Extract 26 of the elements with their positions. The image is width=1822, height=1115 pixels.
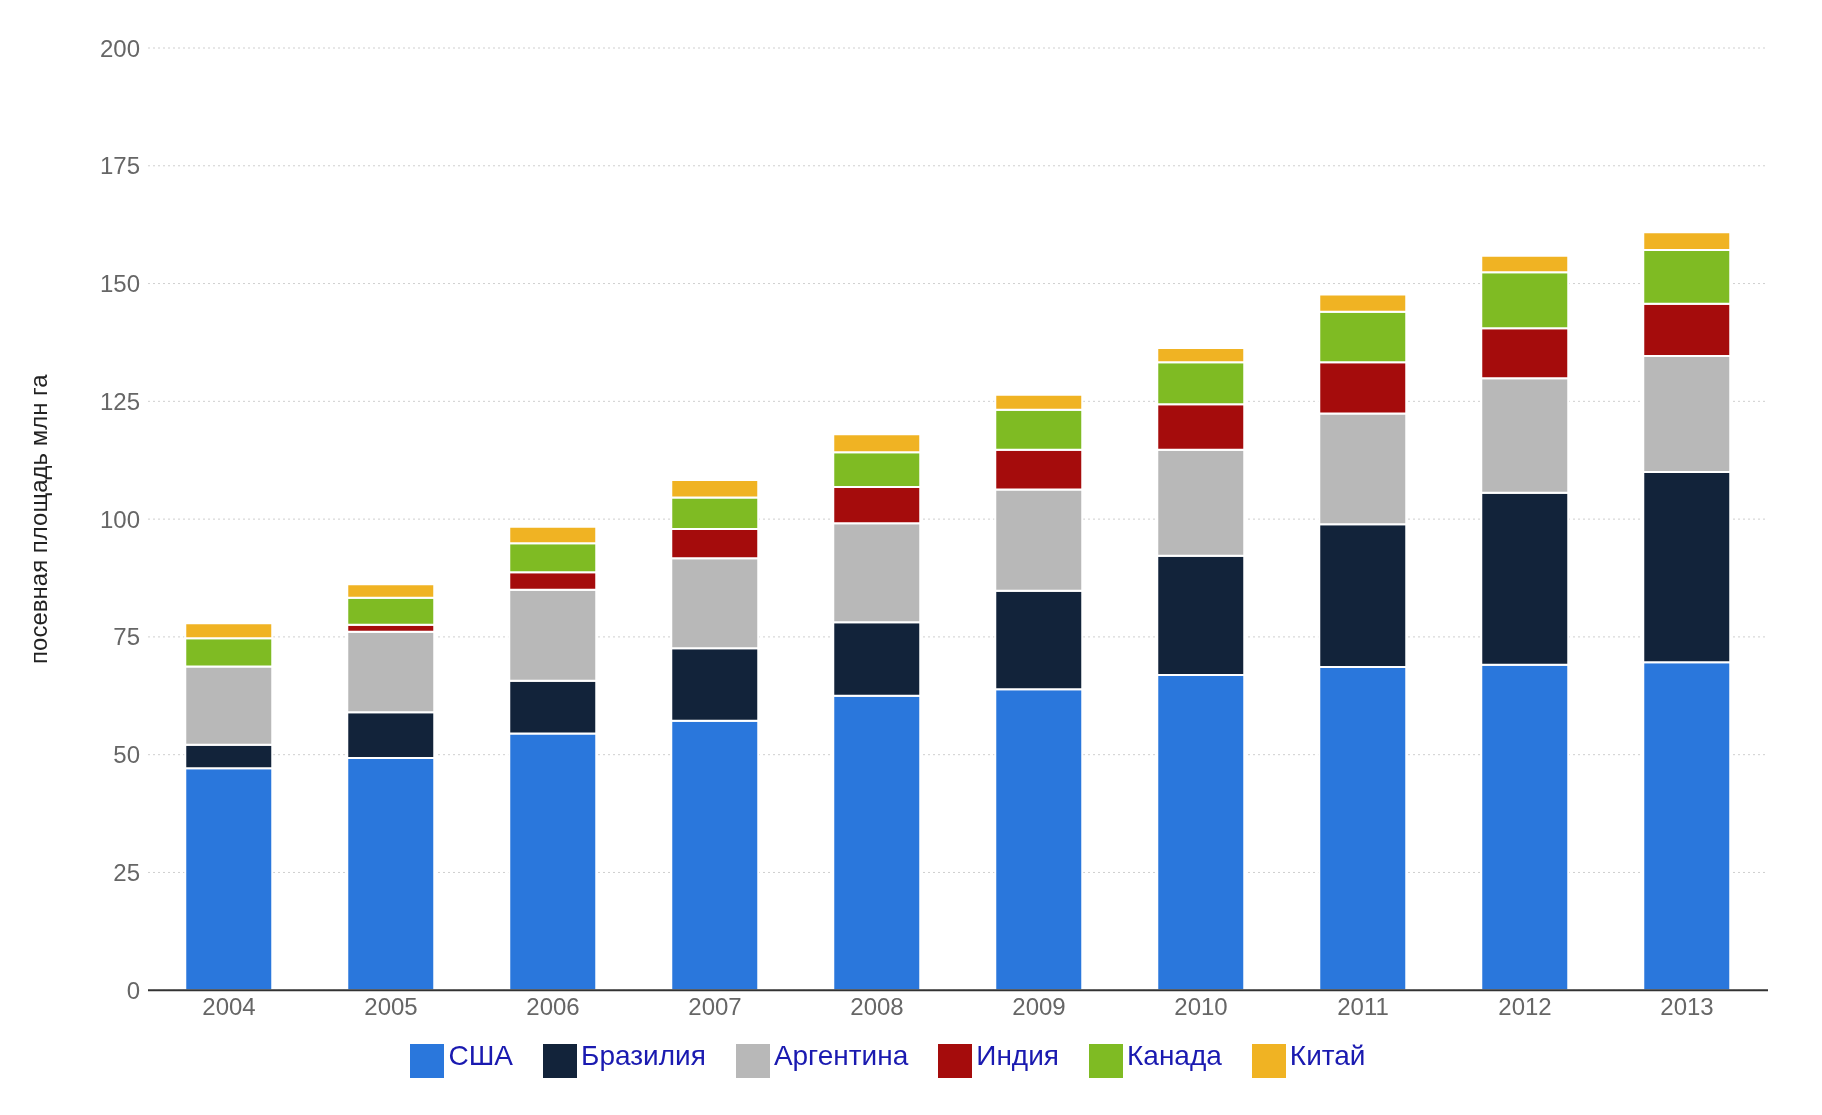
x-tick-label: 2006 <box>526 993 580 1021</box>
legend-label: Китай <box>1289 1040 1366 1072</box>
y-tick-label: 200 <box>99 34 140 62</box>
y-tick-label: 25 <box>113 858 140 886</box>
legend-label: Канада <box>1127 1040 1222 1072</box>
x-tick-label: 2013 <box>1660 993 1714 1021</box>
y-tick-label: 125 <box>99 387 140 415</box>
x-tick-label: 2008 <box>850 993 904 1021</box>
legend-label: США <box>448 1040 514 1072</box>
y-tick-label: 50 <box>113 741 140 769</box>
x-tick-label: 2005 <box>364 993 418 1021</box>
y-axis-title: посевная площадь млн га <box>24 373 52 664</box>
x-tick-label: 2009 <box>1012 993 1066 1021</box>
y-tick-label: 0 <box>126 976 140 1004</box>
x-tick-label: 2007 <box>688 993 742 1021</box>
legend-label: Аргентина <box>773 1040 909 1072</box>
x-tick-label: 2010 <box>1174 993 1228 1021</box>
y-tick-label: 75 <box>113 623 140 651</box>
x-tick-label: 2012 <box>1498 993 1552 1021</box>
x-tick-label: 2004 <box>202 993 256 1021</box>
legend-label: Бразилия <box>581 1040 706 1072</box>
y-tick-label: 100 <box>99 505 140 533</box>
legend-label: Индия <box>976 1040 1059 1072</box>
y-tick-label: 175 <box>99 152 140 180</box>
y-tick-label: 150 <box>99 270 140 298</box>
x-tick-label: 2011 <box>1337 993 1389 1021</box>
